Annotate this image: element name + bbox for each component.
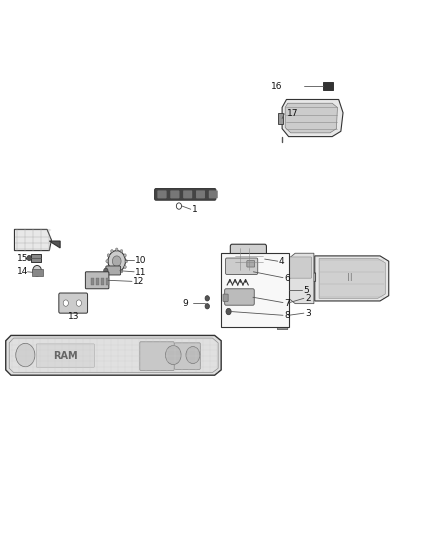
FancyBboxPatch shape [247,261,254,267]
FancyBboxPatch shape [170,191,179,198]
Circle shape [177,203,182,209]
Text: 9: 9 [182,299,188,308]
Polygon shape [285,103,337,133]
Bar [96,278,99,285]
FancyBboxPatch shape [175,343,200,369]
Text: 16: 16 [271,82,283,91]
Circle shape [107,254,110,257]
Bar [91,278,94,285]
FancyBboxPatch shape [225,289,254,305]
Circle shape [205,304,209,309]
Text: 14: 14 [17,268,28,276]
Polygon shape [306,273,316,281]
FancyBboxPatch shape [184,191,192,198]
Bar [323,82,333,91]
FancyBboxPatch shape [85,272,109,289]
FancyBboxPatch shape [140,342,174,370]
FancyBboxPatch shape [155,189,216,200]
Circle shape [33,265,42,276]
Bar [221,253,289,327]
Polygon shape [14,229,51,251]
Polygon shape [319,259,385,298]
FancyBboxPatch shape [226,258,258,274]
Circle shape [116,271,118,274]
Polygon shape [6,335,221,375]
Polygon shape [315,256,389,301]
Circle shape [116,248,118,251]
FancyBboxPatch shape [209,191,218,198]
FancyBboxPatch shape [106,266,120,275]
Text: 15: 15 [17,254,28,263]
Text: 6: 6 [284,273,290,282]
Text: 11: 11 [135,268,147,277]
Text: RAM: RAM [53,351,78,361]
Circle shape [111,270,113,273]
FancyBboxPatch shape [158,191,166,198]
Text: 4: 4 [279,257,285,266]
Text: 5: 5 [303,286,309,295]
Circle shape [124,265,126,269]
Circle shape [63,300,68,306]
FancyBboxPatch shape [289,257,312,278]
Circle shape [124,254,126,257]
FancyBboxPatch shape [230,244,266,274]
Circle shape [76,300,81,306]
Circle shape [113,256,121,266]
Circle shape [120,270,123,273]
Text: 3: 3 [305,309,311,318]
Polygon shape [279,311,289,320]
FancyBboxPatch shape [59,293,88,313]
Bar [106,278,110,285]
Circle shape [104,268,108,273]
Text: 13: 13 [67,312,79,321]
Circle shape [120,249,123,253]
Circle shape [226,309,231,315]
Text: II: II [347,273,353,283]
Circle shape [108,251,125,272]
Circle shape [125,260,127,263]
Polygon shape [278,113,283,124]
Text: 7: 7 [284,298,290,308]
FancyBboxPatch shape [196,191,205,198]
Circle shape [107,265,110,269]
Text: 1: 1 [192,205,198,214]
Circle shape [205,296,209,301]
Text: 17: 17 [286,109,298,118]
FancyBboxPatch shape [32,269,43,276]
Text: 10: 10 [135,256,147,265]
Polygon shape [49,241,60,248]
Polygon shape [289,253,314,304]
FancyBboxPatch shape [36,344,95,367]
Bar [101,278,104,285]
FancyBboxPatch shape [277,322,288,329]
Circle shape [27,255,32,261]
FancyBboxPatch shape [279,300,288,307]
Polygon shape [282,100,343,136]
Text: 2: 2 [305,294,311,303]
Circle shape [16,343,35,367]
Circle shape [276,301,280,306]
Text: 12: 12 [133,277,145,286]
Circle shape [111,249,113,253]
Circle shape [186,346,200,364]
FancyBboxPatch shape [223,294,228,302]
Text: 8: 8 [284,311,290,320]
Circle shape [166,345,181,365]
Circle shape [106,260,109,263]
FancyBboxPatch shape [31,254,41,262]
